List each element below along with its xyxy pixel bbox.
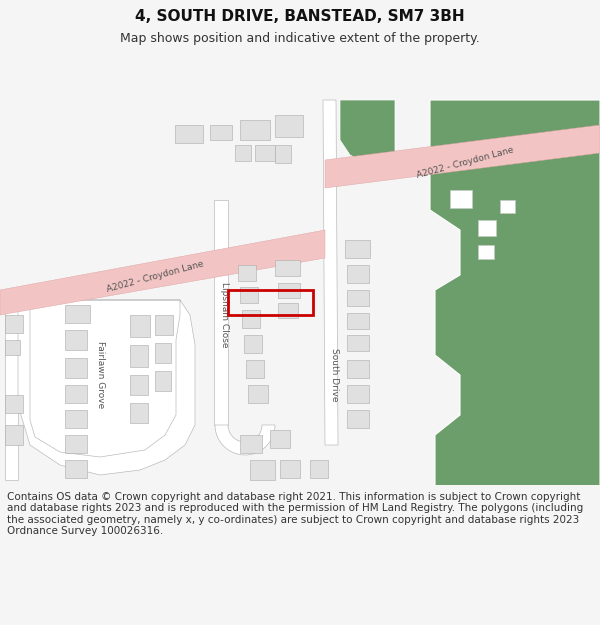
Bar bbox=[478, 220, 496, 236]
Text: Contains OS data © Crown copyright and database right 2021. This information is : Contains OS data © Crown copyright and d… bbox=[7, 492, 583, 536]
Bar bbox=[450, 190, 472, 208]
Bar bbox=[155, 343, 171, 363]
Bar bbox=[275, 260, 300, 276]
Bar bbox=[5, 395, 23, 413]
Bar bbox=[255, 145, 275, 161]
Bar bbox=[175, 125, 203, 143]
Bar bbox=[130, 315, 150, 337]
Text: A2022 - Croydon Lane: A2022 - Croydon Lane bbox=[106, 260, 205, 294]
Text: Lipsham Close: Lipsham Close bbox=[220, 282, 229, 348]
Bar bbox=[275, 145, 291, 163]
Bar bbox=[275, 115, 303, 137]
Polygon shape bbox=[340, 100, 395, 165]
Bar bbox=[65, 435, 87, 453]
Bar bbox=[240, 435, 262, 453]
Bar bbox=[347, 385, 369, 403]
Text: Fairlawn Grove: Fairlawn Grove bbox=[95, 341, 104, 409]
Bar bbox=[65, 305, 90, 323]
Bar bbox=[130, 375, 148, 395]
Bar bbox=[130, 345, 148, 367]
Text: Map shows position and indicative extent of the property.: Map shows position and indicative extent… bbox=[120, 32, 480, 46]
Bar bbox=[65, 358, 87, 378]
Bar bbox=[130, 403, 148, 423]
Bar bbox=[5, 315, 23, 333]
Bar bbox=[248, 385, 268, 403]
Bar bbox=[250, 460, 275, 480]
Polygon shape bbox=[5, 305, 18, 480]
Bar bbox=[244, 335, 262, 353]
Polygon shape bbox=[325, 125, 600, 188]
Bar bbox=[347, 410, 369, 428]
Bar bbox=[278, 283, 300, 298]
Polygon shape bbox=[18, 300, 195, 475]
Bar bbox=[238, 265, 256, 281]
Bar bbox=[310, 460, 328, 478]
Bar bbox=[65, 410, 87, 428]
Bar bbox=[347, 290, 369, 306]
Bar bbox=[65, 330, 87, 350]
Bar bbox=[478, 245, 494, 259]
Bar bbox=[280, 460, 300, 478]
Bar bbox=[347, 265, 369, 283]
Polygon shape bbox=[0, 230, 325, 315]
Bar bbox=[345, 240, 370, 258]
Bar bbox=[347, 360, 369, 378]
Text: 4, SOUTH DRIVE, BANSTEAD, SM7 3BH: 4, SOUTH DRIVE, BANSTEAD, SM7 3BH bbox=[135, 9, 465, 24]
Bar bbox=[65, 460, 87, 478]
Bar bbox=[278, 303, 298, 318]
Polygon shape bbox=[215, 425, 275, 455]
Polygon shape bbox=[323, 100, 338, 445]
Bar bbox=[155, 315, 173, 335]
Polygon shape bbox=[430, 100, 600, 530]
Text: South Drive: South Drive bbox=[329, 348, 338, 402]
Bar bbox=[5, 340, 20, 355]
Bar bbox=[246, 360, 264, 378]
Bar bbox=[347, 313, 369, 329]
Bar bbox=[240, 287, 258, 303]
Bar bbox=[500, 200, 515, 213]
Text: A2022 - Croydon Lane: A2022 - Croydon Lane bbox=[415, 146, 515, 180]
Bar bbox=[210, 125, 232, 140]
Bar bbox=[5, 425, 23, 445]
Bar bbox=[155, 371, 171, 391]
Bar bbox=[235, 145, 251, 161]
Bar bbox=[347, 335, 369, 351]
Bar bbox=[65, 385, 87, 403]
Bar bbox=[240, 120, 270, 140]
Polygon shape bbox=[214, 200, 228, 425]
Bar bbox=[270, 430, 290, 448]
Bar bbox=[228, 290, 313, 315]
Bar bbox=[242, 310, 260, 328]
